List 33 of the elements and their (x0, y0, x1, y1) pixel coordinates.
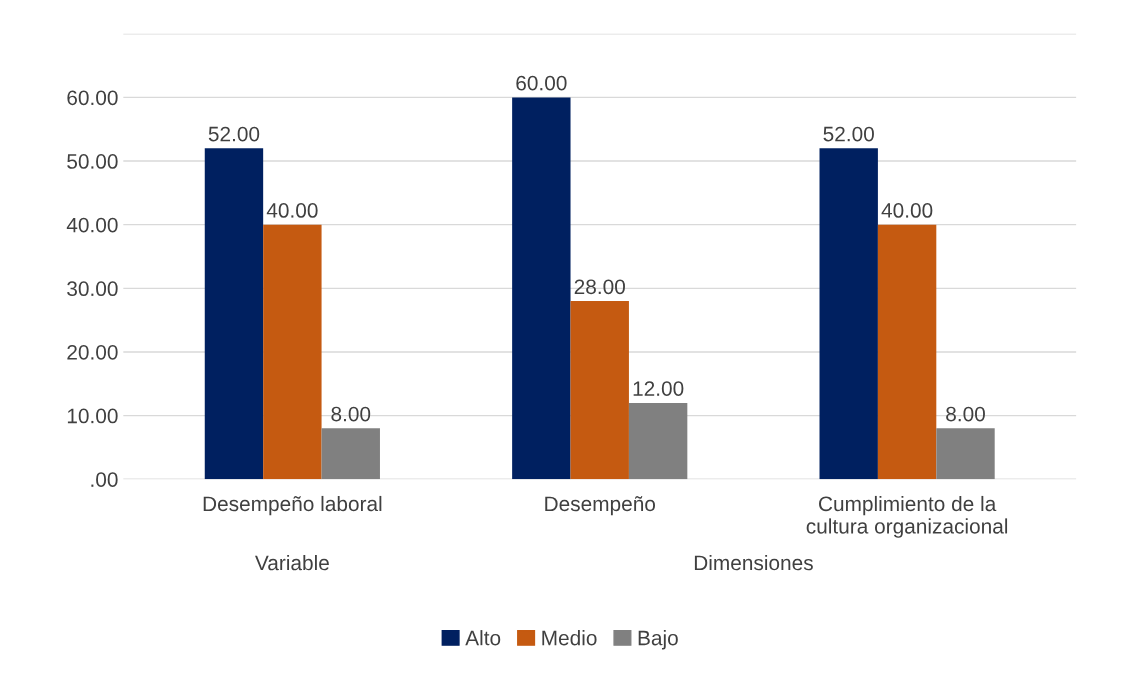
bar (263, 224, 322, 480)
x-tick-label: Cumplimiento de la cultura organizacional (806, 495, 1008, 538)
data-label: 12.00 (633, 381, 684, 396)
data-label: 60.00 (516, 75, 567, 91)
data-label: 40.00 (266, 203, 318, 218)
x-tick-label: Desempeño laboral (203, 495, 382, 516)
data-label: 52.00 (208, 126, 260, 142)
bar (936, 428, 995, 480)
data-label: 28.00 (574, 279, 625, 295)
y-tick-label: 10.00 (67, 408, 118, 424)
legend-label: Alto (465, 630, 501, 646)
bar (512, 97, 571, 480)
bar (628, 402, 688, 480)
bar (204, 148, 264, 480)
x-tick-label: Desempeño (545, 496, 656, 516)
bar (819, 148, 878, 480)
data-label: 52.00 (823, 126, 874, 142)
bar (877, 224, 937, 480)
y-tick-label: 50.00 (67, 154, 118, 169)
text: Dimensiones (694, 554, 813, 571)
text: Variable (255, 554, 329, 571)
data-label: 8.00 (946, 406, 985, 422)
y-tick-label: .00 (91, 472, 118, 487)
bar (321, 428, 380, 480)
y-tick-label: 60.00 (67, 90, 118, 106)
bar (570, 301, 629, 480)
data-label: 8.00 (331, 406, 371, 422)
y-tick-label: 20.00 (67, 344, 118, 360)
y-tick-label: 40.00 (66, 217, 118, 233)
y-tick-label: 30.00 (67, 281, 118, 297)
legend-label: Medio (542, 630, 597, 646)
data-label: 40.00 (881, 203, 933, 218)
legend-label: Bajo (638, 630, 678, 650)
